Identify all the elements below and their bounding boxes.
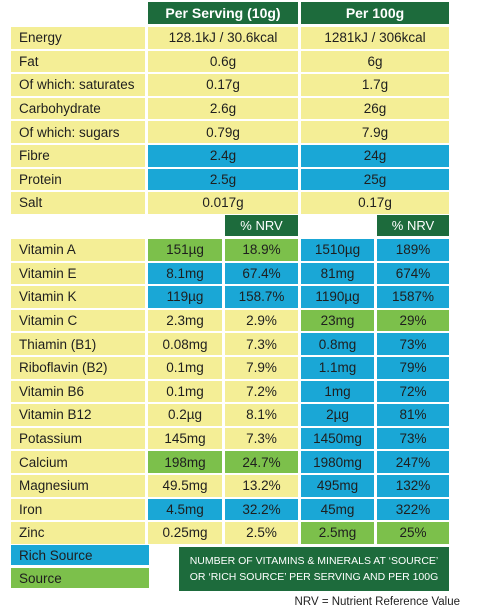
micronutrient-label: Vitamin A [11, 239, 145, 261]
micronutrient-100g-nrv: 322% [377, 498, 449, 521]
micronutrient-serving-nrv: 24.7% [225, 451, 298, 473]
micronutrient-100g-nrv: 189% [377, 239, 449, 261]
nutrient-per-serving: 0.17g [148, 74, 298, 96]
micronutrient-100g-nrv: 81% [377, 404, 449, 426]
micronutrient-100g-value: 0.8mg [301, 333, 374, 355]
micronutrient-serving-value: 0.1mg [148, 380, 222, 403]
micronutrient-100g-nrv: 132% [377, 475, 449, 497]
micronutrient-serving-value: 0.2µg [148, 404, 222, 426]
nutrient-label: Fat [11, 50, 145, 73]
nutrient-per-100g: 1.7g [301, 74, 449, 96]
micronutrient-serving-nrv: 2.5% [225, 522, 298, 544]
nutrient-per-serving: 128.1kJ / 30.6kcal [148, 27, 298, 49]
micronutrient-100g-value: 81mg [301, 262, 374, 285]
legend-rich-source: Rich Source [11, 545, 149, 565]
nutrient-per-serving: 2.5g [148, 168, 298, 191]
micronutrient-100g-value: 1.1mg [301, 357, 374, 379]
micronutrient-label: Riboflavin (B2) [11, 357, 145, 379]
micronutrient-100g-nrv: 73% [377, 427, 449, 450]
micronutrient-label: Vitamin K [11, 286, 145, 308]
header-per-100g: Per 100g [301, 2, 449, 24]
micronutrient-label: Vitamin C [11, 309, 145, 332]
micronutrient-serving-nrv: 7.3% [225, 427, 298, 450]
nutrient-label: Protein [11, 168, 145, 191]
header-per-serving: Per Serving (10g) [148, 2, 298, 24]
micronutrient-serving-value: 145mg [148, 427, 222, 450]
micronutrient-100g-value: 23mg [301, 309, 374, 332]
micronutrient-100g-nrv: 25% [377, 522, 449, 544]
nutrient-label: Salt [11, 192, 145, 214]
micronutrient-100g-nrv: 247% [377, 451, 449, 473]
nutrient-label: Energy [11, 27, 145, 49]
micronutrient-label: Zinc [11, 522, 145, 544]
nutrient-per-100g: 7.9g [301, 121, 449, 143]
micronutrient-100g-value: 495mg [301, 475, 374, 497]
micronutrient-100g-value: 1510µg [301, 239, 374, 261]
micronutrient-label: Iron [11, 498, 145, 521]
nutrient-per-serving: 0.79g [148, 121, 298, 143]
nutrient-per-serving: 0.017g [148, 192, 298, 214]
micronutrient-100g-nrv: 72% [377, 380, 449, 403]
nutrient-per-100g: 24g [301, 145, 449, 167]
micronutrient-serving-value: 2.3mg [148, 309, 222, 332]
nutrient-label: Of which: sugars [11, 121, 145, 143]
micronutrient-label: Magnesium [11, 475, 145, 497]
nutrient-label: Fibre [11, 145, 145, 167]
micronutrient-serving-value: 4.5mg [148, 498, 222, 521]
micronutrient-serving-value: 0.08mg [148, 333, 222, 355]
nutrient-per-serving: 2.4g [148, 145, 298, 167]
micronutrient-100g-nrv: 29% [377, 309, 449, 332]
micronutrient-label: Thiamin (B1) [11, 333, 145, 355]
micronutrient-serving-nrv: 2.9% [225, 309, 298, 332]
micronutrient-100g-value: 45mg [301, 498, 374, 521]
nutrient-per-serving: 0.6g [148, 50, 298, 73]
nutrient-per-100g: 26g [301, 97, 449, 120]
micronutrient-serving-nrv: 8.1% [225, 404, 298, 426]
micronutrient-100g-nrv: 1587% [377, 286, 449, 308]
micronutrient-serving-value: 49.5mg [148, 475, 222, 497]
micronutrient-100g-value: 1980mg [301, 451, 374, 473]
micronutrient-100g-value: 1190µg [301, 286, 374, 308]
micronutrient-label: Vitamin E [11, 262, 145, 285]
micronutrient-100g-value: 1450mg [301, 427, 374, 450]
micronutrient-100g-nrv: 79% [377, 357, 449, 379]
micronutrient-100g-value: 1mg [301, 380, 374, 403]
nutrient-per-100g: 0.17g [301, 192, 449, 214]
micronutrient-serving-nrv: 7.9% [225, 357, 298, 379]
micronutrient-serving-value: 198mg [148, 451, 222, 473]
micronutrient-serving-nrv: 18.9% [225, 239, 298, 261]
micronutrient-serving-value: 119µg [148, 286, 222, 308]
micronutrient-label: Potassium [11, 427, 145, 450]
nrv-header-serving: % NRV [225, 215, 298, 236]
micronutrient-serving-nrv: 13.2% [225, 475, 298, 497]
legend-source: Source [11, 568, 149, 588]
micronutrient-100g-nrv: 674% [377, 262, 449, 285]
nrv-header-100g: % NRV [377, 215, 449, 236]
nutrient-per-100g: 6g [301, 50, 449, 73]
legend-note: NUMBER OF VITAMINS & MINERALS AT ‘SOURCE… [179, 547, 449, 591]
micronutrient-serving-nrv: 32.2% [225, 498, 298, 521]
micronutrient-serving-nrv: 67.4% [225, 262, 298, 285]
micronutrient-serving-nrv: 158.7% [225, 286, 298, 308]
micronutrient-serving-value: 8.1mg [148, 262, 222, 285]
nutrient-per-100g: 25g [301, 168, 449, 191]
micronutrient-serving-nrv: 7.3% [225, 333, 298, 355]
nutrient-label: Carbohydrate [11, 97, 145, 120]
micronutrient-100g-value: 2µg [301, 404, 374, 426]
micronutrient-100g-nrv: 73% [377, 333, 449, 355]
micronutrient-label: Calcium [11, 451, 145, 473]
micronutrient-serving-nrv: 7.2% [225, 380, 298, 403]
footnote: NRV = Nutrient Reference Value [294, 596, 460, 608]
micronutrient-100g-value: 2.5mg [301, 522, 374, 544]
micronutrient-serving-value: 0.1mg [148, 357, 222, 379]
nutrient-per-100g: 1281kJ / 306kcal [301, 27, 449, 49]
micronutrient-serving-value: 0.25mg [148, 522, 222, 544]
micronutrient-serving-value: 151µg [148, 239, 222, 261]
nutrient-label: Of which: saturates [11, 74, 145, 96]
nutrient-per-serving: 2.6g [148, 97, 298, 120]
micronutrient-label: Vitamin B12 [11, 404, 145, 426]
micronutrient-label: Vitamin B6 [11, 380, 145, 403]
